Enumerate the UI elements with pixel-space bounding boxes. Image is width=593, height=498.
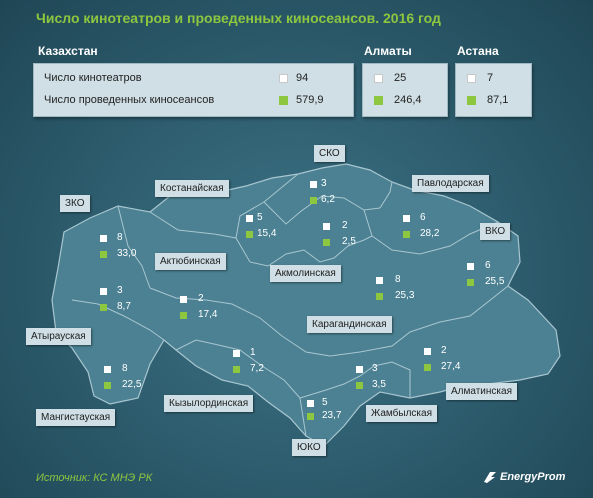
sessions-icon — [310, 197, 317, 204]
cinemas-icon — [356, 366, 363, 373]
pavlodar-sessions-value: 28,2 — [420, 228, 440, 239]
sessions-row-label: Число проведенных киносеансов — [44, 94, 215, 106]
kazakhstan-cinemas-value: 94 — [296, 72, 309, 84]
region-label-pavlodar: Павлодарская — [412, 175, 489, 192]
astana-header: Астана — [457, 44, 499, 58]
cinemas-icon — [374, 74, 383, 83]
region-label-vko: ВКО — [480, 223, 511, 240]
almaty-header: Алматы — [364, 44, 412, 58]
almaty-cinemas-value: 25 — [394, 72, 407, 84]
pavlodar-cinemas-value: 6 — [420, 212, 426, 223]
akmola-cinemas-value: 2 — [342, 220, 348, 231]
sko-cinemas-value: 3 — [321, 178, 327, 189]
sessions-icon — [100, 304, 107, 311]
sessions-icon — [424, 364, 431, 371]
sessions-icon — [376, 293, 383, 300]
kostanay-cinemas-value: 5 — [257, 212, 263, 223]
cinemas-icon — [323, 223, 330, 230]
sessions-icon — [307, 413, 314, 420]
chart-title: Число кинотеатров и проведенных киносеан… — [36, 10, 441, 26]
cinemas-icon — [467, 263, 474, 270]
uko-sessions-value: 23,7 — [322, 410, 342, 421]
source-note: Источник: КС МНЭ РК — [36, 472, 153, 484]
almaty-region-cinemas-value: 2 — [441, 345, 447, 356]
astana-sessions-value: 87,1 — [487, 94, 509, 106]
vko-sessions-value: 25,5 — [485, 276, 505, 287]
cinemas-icon — [424, 348, 431, 355]
cinemas-icon — [100, 288, 107, 295]
astana-panel: 7 87,1 — [455, 63, 532, 117]
cinemas-icon — [376, 277, 383, 284]
cinemas-row-label: Число кинотеатров — [44, 72, 142, 84]
almaty-sessions-value: 246,4 — [394, 94, 422, 106]
sessions-icon — [104, 382, 111, 389]
sessions-icon — [323, 239, 330, 246]
cinemas-icon — [180, 296, 187, 303]
cinemas-icon — [403, 215, 410, 222]
cinemas-icon — [233, 350, 240, 357]
sessions-icon — [374, 96, 383, 105]
sessions-icon — [246, 231, 253, 238]
kostanay-sessions-value: 15,4 — [257, 228, 277, 239]
region-label-kostanay: Костанайская — [155, 180, 229, 197]
karaganda-cinemas-value: 8 — [395, 274, 401, 285]
cinemas-icon — [467, 74, 476, 83]
kyzylorda-cinemas-value: 1 — [250, 347, 256, 358]
region-label-aktobe: Актюбинская — [155, 253, 226, 270]
cinemas-legend-icon — [279, 74, 288, 83]
region-label-almaty-region: Алматинская — [446, 383, 517, 400]
mangistau-cinemas-value: 8 — [122, 363, 128, 374]
zko-sessions-value: 33,0 — [117, 248, 137, 259]
sessions-icon — [467, 96, 476, 105]
vko-cinemas-value: 6 — [485, 260, 491, 271]
sessions-legend-icon — [279, 96, 288, 105]
cinemas-icon — [104, 366, 111, 373]
region-label-akmola: Акмолинская — [270, 265, 341, 282]
kyzylorda-sessions-value: 7,2 — [250, 363, 264, 374]
region-label-mangistau: Мангистауская — [36, 409, 116, 426]
sessions-icon — [100, 251, 107, 258]
region-label-kyzylorda: Кызылординская — [164, 395, 254, 412]
cinemas-icon — [310, 181, 317, 188]
kazakhstan-header: Казахстан — [38, 44, 98, 58]
mangistau-sessions-value: 22,5 — [122, 379, 142, 390]
almaty-panel: 25 246,4 — [362, 63, 448, 117]
aktobe-cinemas-value: 2 — [198, 293, 204, 304]
sessions-icon — [180, 312, 187, 319]
atyrau-sessions-value: 8,7 — [117, 301, 131, 312]
aktobe-sessions-value: 17,4 — [198, 309, 218, 320]
atyrau-cinemas-value: 3 — [117, 285, 123, 296]
region-label-sko: СКО — [314, 145, 345, 162]
cinemas-icon — [100, 235, 107, 242]
almaty-region-sessions-value: 27,4 — [441, 361, 461, 372]
karaganda-sessions-value: 25,3 — [395, 290, 415, 301]
kazakhstan-panel: Число кинотеатров Число проведенных кино… — [33, 63, 354, 117]
region-label-zhambyl: Жамбылская — [366, 405, 437, 422]
sessions-icon — [233, 366, 240, 373]
brand-name: EnergyProm — [500, 471, 566, 483]
zko-cinemas-value: 8 — [117, 232, 123, 243]
sessions-icon — [403, 231, 410, 238]
kazakhstan-sessions-value: 579,9 — [296, 94, 324, 106]
zhambyl-sessions-value: 3,5 — [372, 379, 386, 390]
cinemas-icon — [307, 400, 314, 407]
region-label-karaganda: Карагандинская — [307, 316, 392, 333]
region-borders — [71, 173, 509, 437]
astana-cinemas-value: 7 — [487, 72, 494, 84]
region-label-zko: ЗКО — [60, 195, 90, 212]
zhambyl-cinemas-value: 3 — [372, 363, 378, 374]
uko-cinemas-value: 5 — [322, 397, 328, 408]
energyprom-logo-icon — [484, 472, 496, 483]
region-label-atyrau: Атырауская — [26, 328, 91, 345]
cinemas-icon — [246, 215, 253, 222]
region-label-uko: ЮКО — [292, 439, 326, 456]
sessions-icon — [467, 279, 474, 286]
akmola-sessions-value: 2,5 — [342, 236, 356, 247]
sessions-icon — [356, 382, 363, 389]
sko-sessions-value: 6,2 — [321, 194, 335, 205]
